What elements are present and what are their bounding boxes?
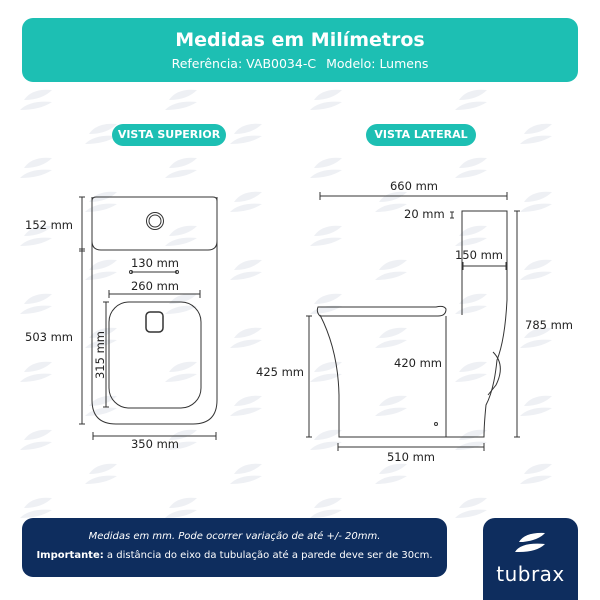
dim-tank-depth-side: 150 mm <box>455 248 503 262</box>
watermark-leaf-icon <box>20 497 52 518</box>
top-view-label: VISTA SUPERIOR <box>112 124 226 146</box>
watermark-leaf-icon <box>455 497 487 518</box>
page-title: Medidas em Milímetros <box>175 29 425 51</box>
watermark-leaf-icon <box>520 259 552 280</box>
important-note: Importante: a distância do eixo da tubul… <box>22 549 447 563</box>
watermark-leaf-icon <box>85 123 117 144</box>
watermark-leaf-icon <box>20 293 52 314</box>
watermark-leaf-icon <box>520 123 552 144</box>
dim-total-length: 660 mm <box>390 179 438 193</box>
watermark-leaf-icon <box>165 497 197 518</box>
watermark-leaf-icon <box>375 191 407 212</box>
dim-total-width: 350 mm <box>131 437 179 451</box>
watermark-leaf-icon <box>310 293 342 314</box>
leaf-logo-icon <box>514 532 545 552</box>
watermark-leaf-icon <box>165 157 197 178</box>
title-banner: Medidas em Milímetros Referência: VAB003… <box>22 18 578 82</box>
watermark-leaf-icon <box>310 497 342 518</box>
watermark-leaf-icon <box>230 327 262 348</box>
trap-bulge <box>487 351 501 396</box>
watermark-leaf-icon <box>165 89 197 110</box>
dim-lid-thickness: 20 mm <box>404 207 445 221</box>
dim-seat-width: 260 mm <box>131 279 179 293</box>
dim-tank-depth: 152 mm <box>25 218 73 232</box>
model: Modelo: Lumens <box>326 56 429 71</box>
watermark-leaf-icon <box>230 191 262 212</box>
watermark-leaf-icon <box>375 259 407 280</box>
watermark-leaf-icon <box>230 259 262 280</box>
top-view-body-outline <box>91 196 218 425</box>
dim-seat-length: 315 mm <box>93 331 107 379</box>
watermark-leaf-icon <box>375 463 407 484</box>
watermark-leaf-icon <box>520 463 552 484</box>
watermark-leaf-icon <box>310 89 342 110</box>
dim-seat-height: 425 mm <box>256 365 304 379</box>
watermark-leaf-icon <box>520 327 552 348</box>
watermark-leaf-icon <box>165 429 197 450</box>
watermark-leaf-icon <box>20 89 52 110</box>
watermark-leaf-icon <box>20 225 52 246</box>
hinge-shape <box>145 311 164 333</box>
watermark-leaf-icon <box>375 327 407 348</box>
subtitle: Referência: VAB0034-C Modelo: Lumens <box>22 56 578 72</box>
watermark-leaf-icon <box>455 225 487 246</box>
tolerance-note: Medidas em mm. Pode ocorrer variação de … <box>88 531 381 542</box>
watermark-leaf-icon <box>85 463 117 484</box>
important-text: a distância do eixo da tubulação até a p… <box>103 550 433 561</box>
watermark-leaf-icon <box>165 361 197 382</box>
watermark-leaf-icon <box>520 191 552 212</box>
watermark-leaf-icon <box>20 429 52 450</box>
watermark-leaf-icon <box>455 429 487 450</box>
watermark-leaf-icon <box>455 293 487 314</box>
reference: Referência: VAB0034-C <box>171 56 317 71</box>
watermark-leaf-icon <box>310 361 342 382</box>
top-view-tank-outline <box>91 197 218 251</box>
watermark-leaf-icon <box>310 157 342 178</box>
dim-flush-spacing: 130 mm <box>131 256 179 270</box>
watermark-leaf-icon <box>310 225 342 246</box>
dim-bowl-depth: 503 mm <box>25 330 73 344</box>
watermark-leaf-icon <box>230 395 262 416</box>
watermark-leaf-icon <box>310 429 342 450</box>
watermark-leaf-icon <box>455 89 487 110</box>
watermark-leaf-icon <box>85 395 117 416</box>
watermark-leaf-icon <box>455 361 487 382</box>
notice-banner: Medidas em mm. Pode ocorrer variação de … <box>22 518 447 577</box>
important-label: Importante: <box>36 550 104 561</box>
dim-total-height: 785 mm <box>525 318 573 332</box>
brand-name: tubrax <box>496 562 565 586</box>
watermark-leaf-icon <box>20 157 52 178</box>
dim-rim-height: 420 mm <box>394 356 442 370</box>
side-view-outline <box>319 210 508 438</box>
brand-logo: tubrax <box>483 518 578 600</box>
watermark-leaf-icon <box>455 157 487 178</box>
dim-base-length: 510 mm <box>387 450 435 464</box>
watermark-leaf-icon <box>230 123 262 144</box>
watermark-leaf-icon <box>165 293 197 314</box>
watermark-leaf-icon <box>165 225 197 246</box>
flush-button-icon <box>146 212 164 230</box>
watermark-leaf-icon <box>85 259 117 280</box>
watermark-leaf-icon <box>230 463 262 484</box>
seat-outline <box>108 301 202 409</box>
watermark-leaf-icon <box>375 395 407 416</box>
watermark-leaf-icon <box>20 361 52 382</box>
watermark-leaf-icon <box>520 395 552 416</box>
side-view-label: VISTA LATERAL <box>366 124 476 146</box>
seat-lid <box>316 305 447 317</box>
